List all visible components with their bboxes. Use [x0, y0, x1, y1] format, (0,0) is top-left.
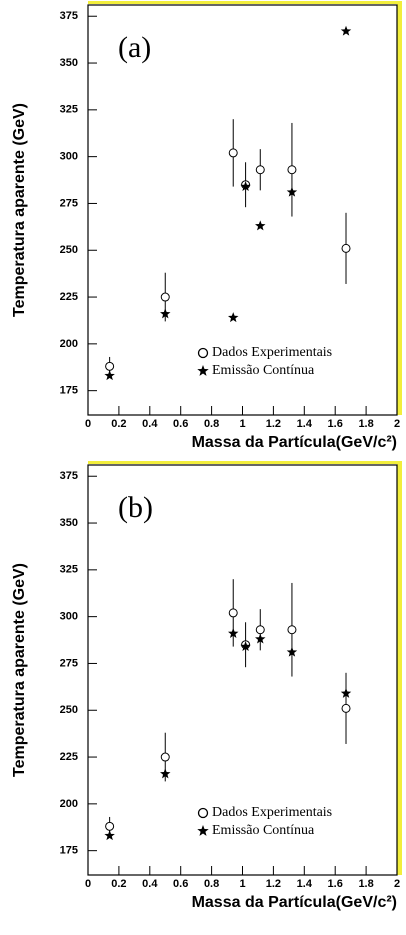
frame-shadow [88, 461, 402, 464]
x-tick-label: 0.8 [204, 878, 219, 890]
y-tick-label: 325 [60, 104, 78, 116]
y-tick-label: 225 [60, 291, 78, 303]
x-tick-label: 1.4 [297, 418, 313, 430]
star-marker [240, 641, 251, 652]
x-tick-label: 0.4 [142, 878, 158, 890]
circle-marker [105, 821, 115, 831]
legend-label: Emissão Contínua [212, 363, 315, 378]
panel-label: (a) [118, 31, 151, 64]
x-tick-label: 1.8 [358, 878, 373, 890]
x-tick-label: 0.4 [142, 418, 158, 430]
legend-symbol [197, 365, 209, 376]
x-tick-label: 1 [239, 878, 245, 890]
x-tick-label: 2 [394, 878, 400, 890]
x-tick-label: 1.8 [358, 418, 373, 430]
x-tick-label: 1.4 [297, 878, 313, 890]
x-axis-title: Massa da Partícula(GeV/c²) [192, 894, 397, 911]
circle-marker [160, 292, 170, 302]
y-tick-label: 175 [60, 845, 78, 857]
x-tick-label: 1.2 [266, 878, 281, 890]
y-tick-label: 275 [60, 197, 78, 209]
x-axis-title: Massa da Partícula(GeV/c²) [192, 434, 397, 451]
x-tick-label: 1.6 [328, 878, 343, 890]
y-tick-label: 325 [60, 564, 78, 576]
legend-symbol [197, 347, 209, 359]
legend-label: Dados Experimentais [212, 805, 332, 820]
frame-shadow [397, 463, 402, 875]
y-tick-label: 300 [60, 611, 78, 623]
star-marker [286, 646, 298, 657]
circle-marker [341, 703, 351, 713]
circle-marker [341, 243, 351, 253]
y-axis-title: Temperatura aparente (GeV) [11, 103, 28, 317]
x-tick-label: 0.6 [173, 418, 188, 430]
circle-marker [287, 625, 297, 635]
x-tick-label: 0.2 [111, 878, 126, 890]
y-tick-label: 375 [60, 470, 78, 482]
panel: 175 200 225 250 275 300 325 350 375 0 0.2 0.4 0.6 0.8… [11, 461, 402, 911]
star-marker [340, 25, 352, 36]
panel-label: (b) [118, 491, 153, 524]
x-tick-label: 0 [85, 878, 91, 890]
x-tick-label: 0.6 [173, 878, 188, 890]
x-tick-label: 0.8 [204, 418, 219, 430]
y-tick-label: 250 [60, 244, 78, 256]
legend-symbol [197, 825, 209, 836]
x-tick-label: 2 [394, 418, 400, 430]
y-tick-label: 375 [60, 10, 78, 22]
frame-shadow [88, 1, 402, 4]
y-tick-label: 225 [60, 751, 78, 763]
x-tick-label: 0.2 [111, 418, 126, 430]
circle-marker [160, 752, 170, 762]
star-marker [160, 308, 171, 319]
circle-marker [228, 148, 238, 158]
circle-marker [255, 165, 265, 175]
legend-label: Dados Experimentais [212, 345, 332, 360]
x-tick-label: 0 [85, 418, 91, 430]
y-tick-label: 350 [60, 57, 78, 69]
circle-marker [228, 608, 238, 618]
circle-marker [255, 625, 265, 635]
y-tick-label: 175 [60, 385, 78, 397]
circle-marker [287, 165, 297, 175]
star-marker [160, 768, 171, 779]
frame-shadow [397, 3, 402, 415]
y-axis-title: Temperatura aparente (GeV) [11, 563, 28, 777]
x-tick-label: 1 [239, 418, 245, 430]
star-marker [255, 633, 266, 644]
y-tick-label: 200 [60, 798, 78, 810]
y-tick-label: 350 [60, 517, 78, 529]
legend-label: Emissão Contínua [212, 823, 315, 838]
y-tick-label: 250 [60, 704, 78, 716]
x-tick-label: 1.6 [328, 418, 343, 430]
star-marker [104, 370, 115, 381]
x-tick-label: 1.2 [266, 418, 281, 430]
star-marker [340, 687, 352, 698]
star-marker [240, 181, 251, 192]
star-marker [228, 312, 239, 323]
y-tick-label: 200 [60, 338, 78, 350]
star-marker [286, 186, 298, 197]
legend-symbol [197, 807, 209, 819]
star-marker [255, 220, 266, 231]
star-marker [104, 830, 115, 841]
y-tick-label: 300 [60, 151, 78, 163]
circle-marker [105, 361, 115, 371]
y-tick-label: 275 [60, 657, 78, 669]
star-marker [228, 627, 239, 638]
panel: 175 200 225 250 275 300 325 350 375 0 0.2 0.4 0.6 0.8… [11, 1, 402, 451]
